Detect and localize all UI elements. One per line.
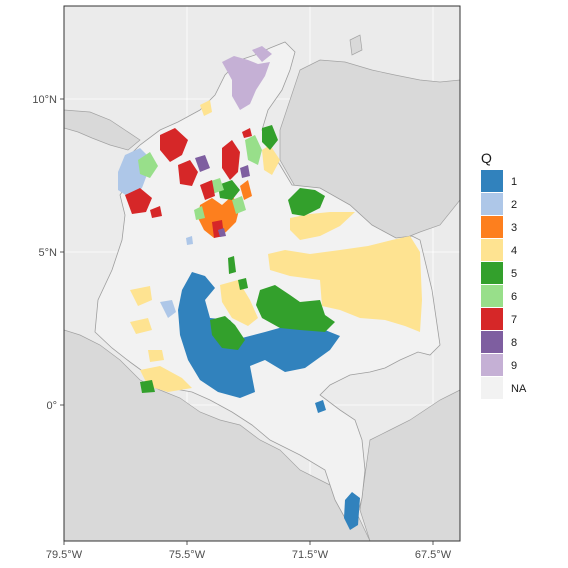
legend-label: NA: [511, 383, 527, 395]
legend-label: 3: [511, 222, 517, 234]
region-q8: [195, 155, 250, 237]
legend-key-6: [481, 285, 503, 307]
x-tick-label: 71.5°W: [292, 549, 329, 561]
region-q1: [178, 272, 360, 530]
legend-key-9: [481, 354, 503, 376]
legend-key-2: [481, 193, 503, 215]
legend-key-7: [481, 308, 503, 330]
legend-key-4: [481, 239, 503, 261]
legend-label: 6: [511, 291, 517, 303]
legend-label: 8: [511, 337, 517, 349]
y-axis: 10°N 5°N 0°: [32, 94, 64, 412]
y-tick-label: 0°: [46, 400, 57, 412]
legend-key-8: [481, 331, 503, 353]
y-tick-label: 5°N: [39, 247, 58, 259]
region-q4: [130, 100, 422, 392]
legend-label: 9: [511, 360, 517, 372]
legend-label: 4: [511, 245, 517, 257]
x-tick-label: 75.5°W: [169, 549, 206, 561]
region-q7: [125, 128, 252, 238]
legend-title: Q: [481, 150, 492, 166]
x-axis: 79.5°W 75.5°W 71.5°W 67.5°W: [46, 541, 452, 561]
legend-label: 2: [511, 199, 517, 211]
panel-border: [63, 5, 461, 542]
x-tick-label: 67.5°W: [415, 549, 452, 561]
legend: Q 1 2 3 4 5 6 7 8 9 NA: [481, 150, 527, 399]
legend-key-1: [481, 170, 503, 192]
legend-label: 1: [511, 176, 517, 188]
region-q3: [198, 180, 252, 238]
y-tick-label: 10°N: [32, 94, 57, 106]
x-tick-label: 79.5°W: [46, 549, 83, 561]
legend-key-3: [481, 216, 503, 238]
legend-key-na: [481, 377, 503, 399]
legend-label: 7: [511, 314, 517, 326]
region-q9: [222, 46, 272, 110]
legend-label: 5: [511, 268, 517, 280]
legend-key-5: [481, 262, 503, 284]
colombia-base: [94, 41, 441, 521]
region-q5: [140, 125, 335, 393]
